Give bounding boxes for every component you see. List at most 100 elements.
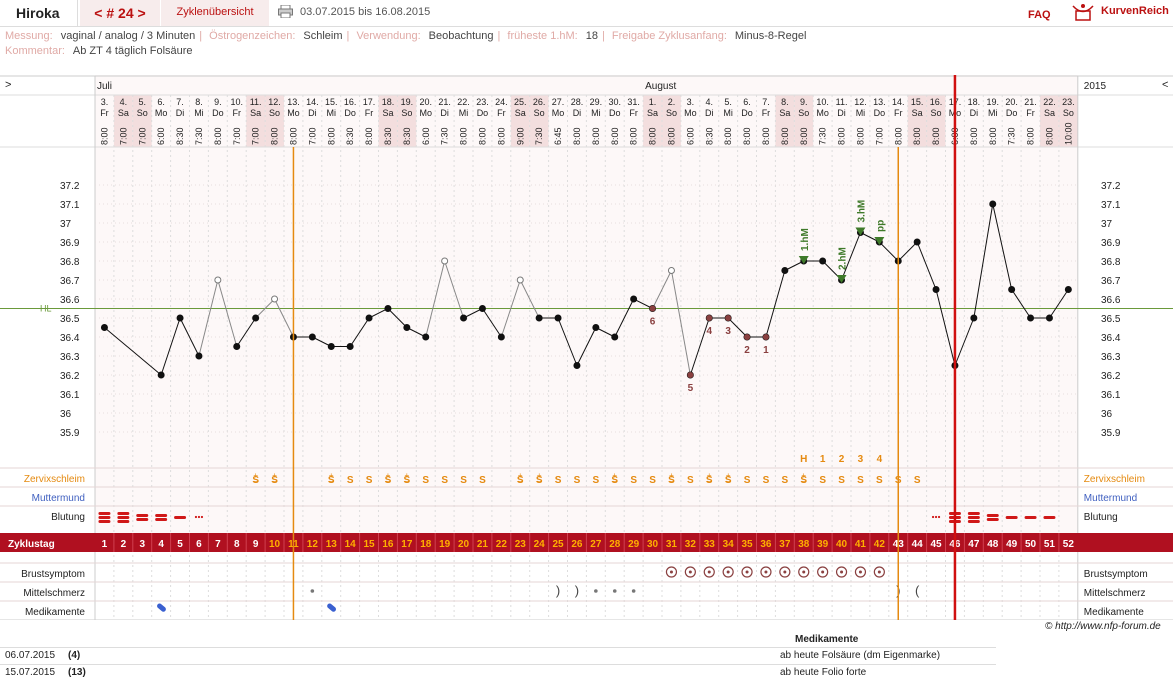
day-time: 10:00 <box>1063 122 1073 145</box>
day-time: 8:00 <box>666 127 676 145</box>
day-date: 18. <box>382 97 395 107</box>
weekend-shade <box>378 95 398 147</box>
day-time: 8:00 <box>931 127 941 145</box>
brust-symbol-dot <box>707 570 711 574</box>
weekend-shade <box>926 95 946 147</box>
printer-icon[interactable] <box>278 5 293 18</box>
bleeding-mark <box>1005 516 1018 519</box>
cervix-minus: − <box>801 477 806 486</box>
medication-date: 06.07.2015 <box>5 650 56 661</box>
day-weekday: Do <box>874 108 886 118</box>
month-label: Juli <box>97 81 112 92</box>
temp-point <box>535 314 543 322</box>
y-tick-label: 36 <box>60 409 72 420</box>
next-cycle-button[interactable]: > <box>137 5 146 21</box>
day-weekday: Fr <box>894 108 903 118</box>
day-time: 8:00 <box>459 127 469 145</box>
day-date: 20. <box>419 97 432 107</box>
brust-symbol <box>741 566 753 578</box>
brust-symbol <box>760 566 772 578</box>
kurvenreich-logo-icon[interactable] <box>1072 3 1094 21</box>
day-weekday: Mi <box>327 108 337 118</box>
temp-marker-number: 1 <box>763 345 769 356</box>
cervix-row-label: Zervixschleim <box>24 474 85 485</box>
day-weekday: Fr <box>497 108 506 118</box>
day-date: 16. <box>930 97 943 107</box>
day-weekday: Fr <box>629 108 638 118</box>
coverline-label: HL <box>40 304 52 314</box>
day-time: 8:00 <box>477 127 487 145</box>
messung-label: Messung: <box>5 30 53 42</box>
day-weekday: Mo <box>287 108 300 118</box>
y-tick-label: 37.2 <box>1101 181 1121 192</box>
cycle-day-number: 25 <box>552 539 564 550</box>
temp-point <box>554 314 562 322</box>
cycle-day-number: 48 <box>987 539 999 550</box>
temp-segment <box>482 308 502 338</box>
day-time: 8:00 <box>572 127 582 145</box>
bleeding-mark <box>98 520 111 523</box>
cervix-symbol: S <box>668 475 675 486</box>
day-weekday: Mo <box>155 108 168 118</box>
cycle-day-number: 2 <box>121 539 127 550</box>
day-time: 8:00 <box>99 127 109 145</box>
faq-link[interactable]: FAQ <box>1028 9 1051 21</box>
temp-point <box>1027 314 1035 322</box>
brust-symbol <box>854 566 867 578</box>
weekend-shade <box>529 95 549 147</box>
hm-triangle <box>798 256 809 264</box>
high-count: 4 <box>877 454 883 465</box>
temp-marker-number: 2 <box>744 345 750 356</box>
cervix-symbol: S <box>517 475 524 486</box>
temp-segment <box>727 317 748 338</box>
temp-point <box>271 295 279 303</box>
cervix-symbol: S <box>649 475 656 486</box>
day-date: 10. <box>230 97 243 107</box>
top-bar: Hiroka < # 24 > Zyklenübersicht 03.07.20… <box>0 0 1173 27</box>
temp-point <box>195 352 203 360</box>
y-tick-label: 36.8 <box>60 257 80 268</box>
day-date: 18. <box>968 97 981 107</box>
freigabe-value: Minus-8-Regel <box>734 30 807 42</box>
temp-point <box>516 276 524 284</box>
day-date: 14. <box>306 97 319 107</box>
pill-icon <box>327 603 336 612</box>
y-tick-label: 37.1 <box>1101 200 1121 211</box>
y-tick-label: 36.9 <box>1101 238 1121 249</box>
temp-point <box>970 314 978 322</box>
marker-point <box>649 305 656 312</box>
day-date: 4. <box>705 97 713 107</box>
brust-symbol <box>779 566 791 578</box>
cervix-plus: + <box>253 471 258 480</box>
copyright-text: © http://www.nfp-forum.de <box>1045 621 1161 632</box>
overview-tab[interactable]: Zyklenübersicht <box>161 0 269 26</box>
day-time: 8:00 <box>1044 127 1054 145</box>
cycle-day-number: 31 <box>666 539 678 550</box>
cervix-plus: + <box>612 471 617 480</box>
month-label: August <box>645 81 676 92</box>
day-date: 25. <box>514 97 527 107</box>
temp-point <box>1045 314 1053 322</box>
temp-point <box>403 324 411 331</box>
bleeding-mark <box>117 516 130 519</box>
hm-label: 1.hM <box>800 228 811 251</box>
day-weekday: Di <box>705 108 714 118</box>
temp-point <box>327 343 335 350</box>
bleeding-mark <box>986 518 999 521</box>
day-date: 6. <box>743 97 751 107</box>
spotting-mark <box>197 515 201 519</box>
day-time: 7:00 <box>251 127 261 145</box>
temp-marker-number: 6 <box>650 317 656 328</box>
day-time: 7:30 <box>194 127 204 145</box>
temp-point <box>1008 286 1016 293</box>
day-date: 31. <box>627 97 640 107</box>
brand-link[interactable]: KurvenReich <box>1101 5 1169 17</box>
day-time: 8:00 <box>213 127 223 145</box>
day-time: 7:30 <box>440 127 450 145</box>
cervix-plus: + <box>801 471 806 480</box>
prev-cycle-button[interactable]: < <box>94 5 103 21</box>
spotting-mark <box>937 515 941 519</box>
cervix-minus: − <box>726 477 731 486</box>
pill-icon <box>157 603 166 612</box>
day-date: 20. <box>1005 97 1018 107</box>
